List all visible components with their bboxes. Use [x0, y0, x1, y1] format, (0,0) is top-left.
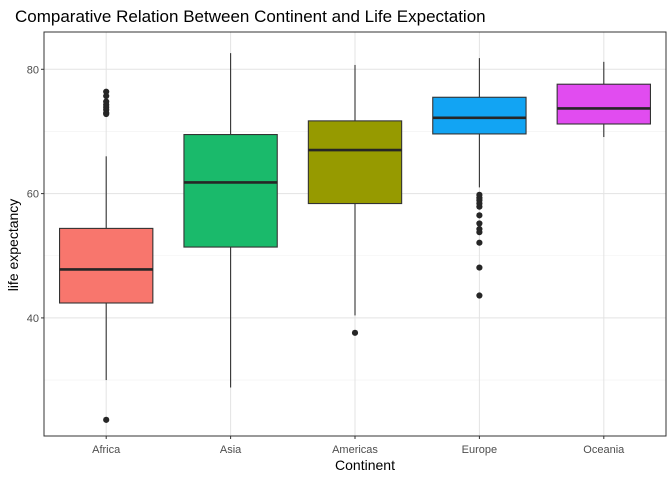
outlier-point	[476, 203, 483, 210]
outlier-point	[476, 212, 483, 219]
x-axis-title: Continent	[335, 457, 395, 473]
y-tick-label: 60	[27, 189, 39, 201]
outlier-point	[476, 264, 483, 271]
box-africa	[58, 88, 154, 423]
boxes	[58, 53, 652, 423]
box-asia	[183, 53, 278, 388]
box-iqr	[307, 120, 403, 205]
outlier-point	[103, 92, 110, 100]
outlier-point	[103, 110, 110, 118]
box-iqr	[556, 83, 652, 125]
box-iqr	[432, 96, 527, 135]
x-tick-label: Africa	[92, 444, 121, 456]
y-tick-label: 40	[27, 313, 39, 325]
outlier-point	[103, 88, 110, 95]
x-tick-label: Asia	[220, 444, 242, 456]
box-europe	[432, 58, 527, 299]
box-americas	[307, 64, 403, 336]
box-iqr	[58, 227, 154, 304]
y-tick-label: 80	[27, 64, 39, 76]
chart-title: Comparative Relation Between Continent a…	[15, 7, 486, 26]
y-axis-title: life expectancy	[5, 199, 21, 292]
x-tick-label: Americas	[332, 444, 378, 456]
box-iqr	[183, 134, 278, 248]
outlier-point	[476, 239, 483, 246]
x-tick-label: Europe	[462, 444, 497, 456]
outlier-point	[476, 220, 483, 227]
outlier-point	[476, 292, 483, 299]
x-tick-label: Oceania	[583, 444, 625, 456]
outlier-point	[103, 416, 110, 423]
box-oceania	[556, 61, 652, 138]
axes: 40 60 80 Africa Asia Americas Europe Oceania	[27, 64, 625, 456]
outlier-point	[476, 229, 483, 236]
outlier-point	[351, 329, 359, 336]
plot-area	[43, 31, 667, 437]
